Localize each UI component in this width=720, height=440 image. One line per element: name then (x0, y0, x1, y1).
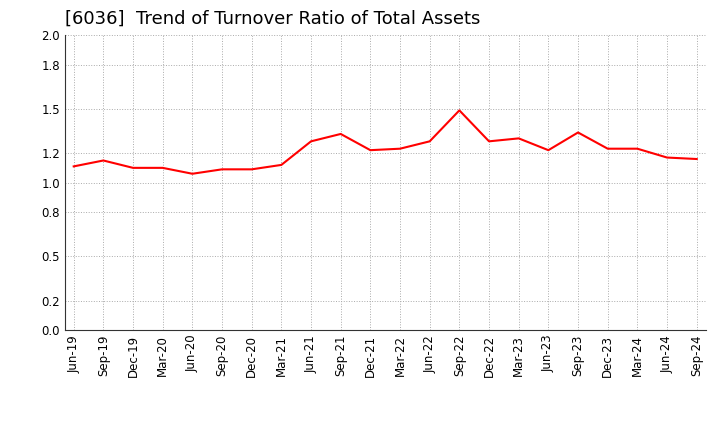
Text: [6036]  Trend of Turnover Ratio of Total Assets: [6036] Trend of Turnover Ratio of Total … (65, 10, 480, 28)
